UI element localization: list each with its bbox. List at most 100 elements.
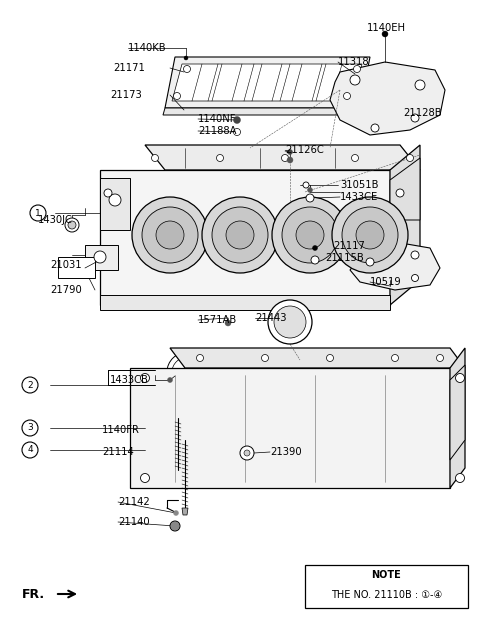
Ellipse shape [288,150,292,155]
Text: 21140: 21140 [118,517,150,527]
Ellipse shape [382,31,388,37]
Text: 21128B: 21128B [403,108,442,118]
Polygon shape [58,257,95,278]
Ellipse shape [226,221,254,249]
Text: 21114: 21114 [102,447,134,457]
Polygon shape [163,108,360,115]
Ellipse shape [392,355,398,361]
Text: 21173: 21173 [110,90,142,100]
Ellipse shape [142,207,198,263]
Ellipse shape [281,155,288,162]
Ellipse shape [168,378,172,383]
Text: 21188A: 21188A [198,126,237,136]
Polygon shape [450,348,465,488]
Ellipse shape [296,221,324,249]
Ellipse shape [196,355,204,361]
Text: 21126C: 21126C [285,145,324,155]
Ellipse shape [342,207,398,263]
Ellipse shape [212,207,268,263]
Ellipse shape [152,155,158,162]
Text: 21171: 21171 [113,63,145,73]
Polygon shape [85,245,118,270]
Polygon shape [165,57,370,108]
Ellipse shape [132,197,208,273]
Ellipse shape [366,258,374,266]
Text: 1140FR: 1140FR [102,425,140,435]
Ellipse shape [171,522,179,530]
Polygon shape [350,242,440,290]
Text: 21390: 21390 [270,447,301,457]
Ellipse shape [240,446,254,460]
Text: THE NO. 21110B : ①-④: THE NO. 21110B : ①-④ [331,590,442,600]
Ellipse shape [156,221,184,249]
Ellipse shape [184,56,188,60]
Text: 21443: 21443 [255,313,287,323]
Ellipse shape [65,218,79,232]
Ellipse shape [244,450,250,456]
Ellipse shape [351,155,359,162]
Text: 1433CE: 1433CE [340,192,378,202]
Text: 21790: 21790 [50,285,82,295]
Text: 1433CB: 1433CB [110,375,149,385]
Ellipse shape [303,182,309,188]
Text: 3: 3 [27,423,33,433]
Ellipse shape [306,194,314,202]
Ellipse shape [396,189,404,197]
Ellipse shape [356,221,384,249]
Ellipse shape [68,221,76,229]
Polygon shape [390,158,420,220]
Ellipse shape [456,474,465,482]
Ellipse shape [326,355,334,361]
Ellipse shape [436,355,444,361]
Polygon shape [100,178,130,230]
Text: 21117: 21117 [333,241,365,251]
Ellipse shape [170,521,180,531]
Ellipse shape [407,155,413,162]
Polygon shape [170,348,465,368]
Ellipse shape [141,373,149,383]
Ellipse shape [287,157,293,163]
Ellipse shape [30,205,46,221]
Ellipse shape [274,306,306,338]
Ellipse shape [262,355,268,361]
Polygon shape [172,64,362,101]
Text: 1140EH: 1140EH [367,23,406,33]
Ellipse shape [183,66,191,72]
Ellipse shape [216,155,224,162]
Ellipse shape [202,197,278,273]
Text: 21031: 21031 [50,260,82,270]
Bar [305,565,468,608]
Ellipse shape [235,129,240,134]
Text: 1140KB: 1140KB [128,43,167,53]
Text: 21115B: 21115B [325,253,364,263]
Ellipse shape [350,75,360,85]
Ellipse shape [173,511,179,516]
Ellipse shape [22,377,38,393]
Text: 1: 1 [35,209,41,217]
Ellipse shape [225,320,231,326]
Text: 10519: 10519 [370,277,402,287]
Ellipse shape [332,197,408,273]
Ellipse shape [456,373,465,383]
Polygon shape [330,62,445,135]
Polygon shape [100,170,390,305]
Ellipse shape [411,274,419,282]
Ellipse shape [411,114,419,122]
Ellipse shape [411,251,419,259]
Text: 1430JC: 1430JC [38,215,73,225]
Text: 21142: 21142 [118,497,150,507]
Polygon shape [145,145,420,170]
Ellipse shape [371,124,379,132]
Polygon shape [450,365,465,460]
Ellipse shape [272,197,348,273]
Ellipse shape [344,92,350,100]
Ellipse shape [415,80,425,90]
Text: 1140NF: 1140NF [198,114,237,124]
Text: 2: 2 [27,381,33,389]
Ellipse shape [104,189,112,197]
Text: NOTE: NOTE [372,570,401,580]
Ellipse shape [233,116,240,124]
Ellipse shape [22,420,38,436]
Text: 4: 4 [27,446,33,454]
Ellipse shape [311,256,319,264]
